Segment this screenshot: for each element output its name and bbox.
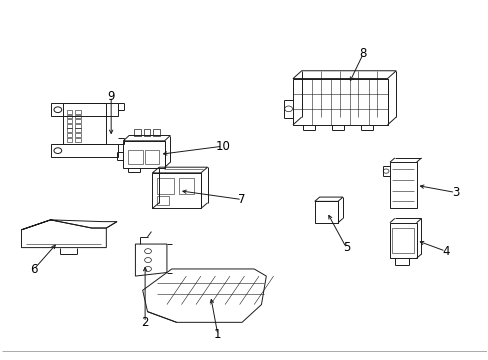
- Text: 6: 6: [30, 263, 37, 276]
- Bar: [391, 228, 413, 253]
- Bar: [152, 173, 201, 208]
- Bar: [66, 129, 72, 132]
- Bar: [66, 114, 72, 118]
- Bar: [66, 133, 72, 137]
- Text: 9: 9: [107, 90, 115, 103]
- Bar: [157, 178, 174, 194]
- Bar: [66, 110, 72, 114]
- Text: 2: 2: [141, 316, 148, 329]
- Bar: [75, 119, 81, 123]
- Bar: [50, 144, 118, 157]
- Bar: [62, 103, 106, 144]
- Bar: [314, 201, 337, 223]
- Bar: [157, 196, 169, 205]
- Bar: [123, 141, 164, 167]
- Text: 5: 5: [342, 241, 349, 254]
- Bar: [75, 133, 81, 137]
- Bar: [389, 223, 416, 258]
- Bar: [75, 114, 81, 118]
- Bar: [50, 103, 118, 116]
- Text: 4: 4: [441, 245, 448, 258]
- Bar: [145, 150, 159, 164]
- Text: 3: 3: [451, 186, 458, 199]
- Text: 10: 10: [215, 140, 230, 153]
- Bar: [66, 119, 72, 123]
- Bar: [75, 110, 81, 114]
- Bar: [143, 129, 150, 135]
- Bar: [66, 138, 72, 141]
- Text: 7: 7: [238, 193, 245, 206]
- Bar: [75, 138, 81, 141]
- Bar: [128, 150, 142, 164]
- Bar: [66, 124, 72, 128]
- Bar: [153, 129, 160, 135]
- Bar: [134, 129, 141, 135]
- Bar: [389, 162, 416, 208]
- Bar: [179, 178, 193, 194]
- Bar: [292, 78, 386, 125]
- Bar: [75, 129, 81, 132]
- Text: 1: 1: [214, 328, 221, 341]
- Text: 8: 8: [359, 47, 366, 60]
- Bar: [75, 124, 81, 128]
